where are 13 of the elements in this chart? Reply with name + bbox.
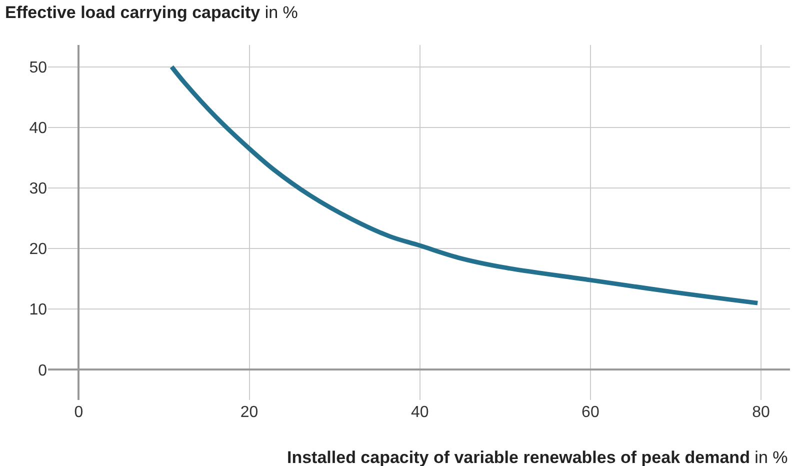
x-tick-label: 20: [240, 404, 258, 421]
x-tick-label: 0: [74, 404, 84, 421]
x-tick-label: 60: [582, 404, 600, 421]
y-tick-label: 40: [29, 120, 48, 137]
y-tick-label: 20: [29, 241, 48, 258]
y-tick-label: 0: [38, 362, 48, 380]
y-tick-label: 50: [29, 59, 48, 76]
x-tick-label: 80: [752, 404, 770, 421]
chart-title: Effective load carrying capacity in %: [5, 3, 298, 22]
y-tick-label: 30: [29, 180, 48, 198]
x-tick-label: 40: [410, 404, 429, 421]
y-tick-label: 10: [29, 302, 48, 319]
line-series: [169, 64, 760, 306]
